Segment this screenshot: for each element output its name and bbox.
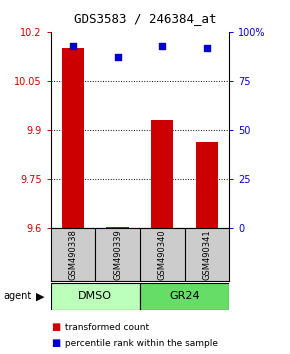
Text: percentile rank within the sample: percentile rank within the sample — [62, 339, 218, 348]
Text: agent: agent — [3, 291, 31, 302]
Text: ■: ■ — [51, 338, 60, 348]
Text: GDS3583 / 246384_at: GDS3583 / 246384_at — [74, 12, 216, 25]
Text: GSM490338: GSM490338 — [68, 229, 77, 280]
Bar — [51, 283, 140, 310]
Text: GSM490340: GSM490340 — [158, 229, 167, 280]
Text: transformed count: transformed count — [62, 323, 149, 332]
Text: GSM490339: GSM490339 — [113, 229, 122, 280]
Point — [204, 45, 209, 50]
Point — [160, 43, 164, 48]
Text: GR24: GR24 — [169, 291, 200, 302]
Text: GSM490341: GSM490341 — [202, 229, 211, 280]
Text: ▶: ▶ — [36, 291, 45, 302]
Text: ■: ■ — [51, 322, 60, 332]
Bar — [62, 48, 84, 228]
Bar — [106, 227, 129, 228]
Point — [115, 55, 120, 60]
Text: DMSO: DMSO — [78, 291, 112, 302]
Bar — [140, 283, 229, 310]
Bar — [151, 120, 173, 228]
Point — [71, 43, 75, 48]
Bar — [196, 142, 218, 228]
